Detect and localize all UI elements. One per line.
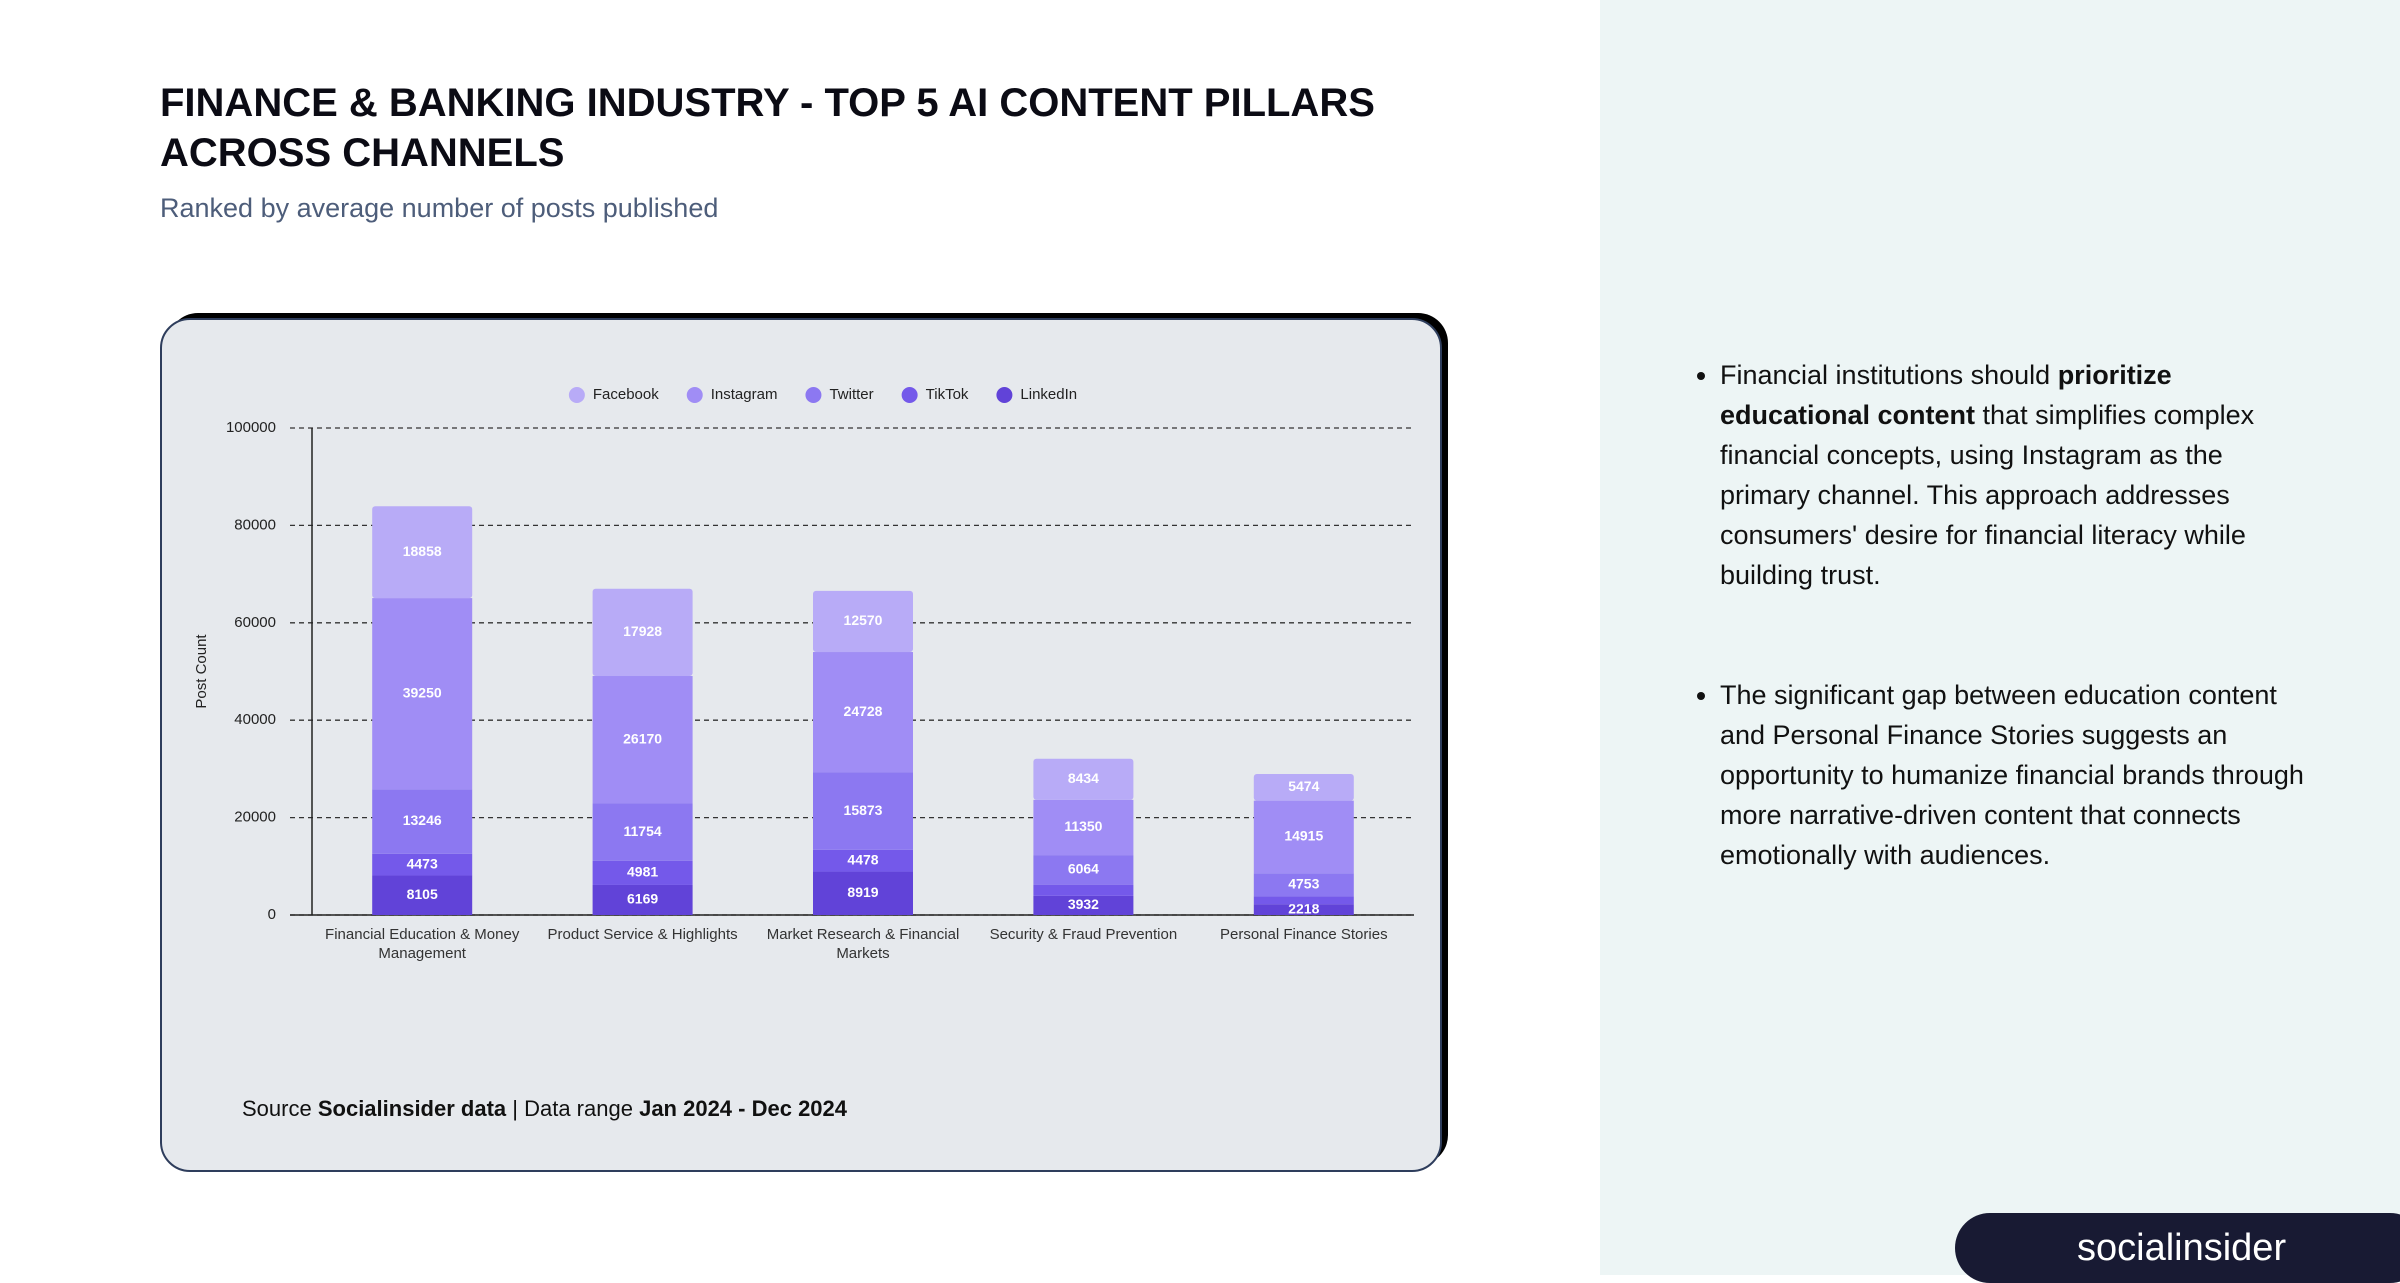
bar-segment [1033,855,1134,885]
bar-value-label: 4753 [1288,876,1319,892]
bar-value-label: 26170 [623,730,662,746]
bar-value-label: 17928 [623,623,662,639]
x-tick-label-box: Personal Finance Stories [1219,926,1388,943]
chart: 0 20000 40000 60000 80000 100000 Post Count Fac… [193,386,1414,962]
y-axis-label: Post Count [193,634,210,709]
insight-before: Financial institutions should [1720,360,2058,390]
bar-segment [1253,773,1354,801]
bar-value-label: 14915 [1284,828,1323,844]
bar-value-label: 8105 [407,886,438,902]
y-tick-label: 60000 [234,614,276,631]
bar-value-label: 3932 [1068,896,1099,912]
legend-label: Twitter [829,386,873,403]
bar-value-label: 2218 [1288,900,1319,916]
source-prefix: Source [242,1096,312,1121]
x-tick-label-box: Product Service & Highlights [547,926,738,943]
bar-segment [592,884,693,915]
bar-segment [372,875,473,915]
x-tick-label-box: Market Research & Financial Markets [766,926,960,962]
bar-segment [592,676,693,804]
y-tick-label: 0 [268,906,276,923]
bar-segment [1033,895,1134,915]
source-separator: | Data range [512,1096,633,1121]
legend-label: LinkedIn [1020,386,1077,403]
insight-before: The significant gap between education co… [1720,680,2304,870]
bar-value-label: 12570 [844,612,883,628]
bar-segment [1033,884,1134,896]
bar-segment [813,871,913,915]
insight-bold: prioritize educational content [1720,360,2172,430]
bar-segment [1253,800,1354,874]
legend-swatch [901,387,918,403]
bar-value-label: 4478 [847,851,878,867]
insight: Financial institutions should prioritize… [1720,355,2320,595]
bar-segment [372,598,473,790]
x-tick-label: Market Research & Financial Markets [766,926,960,962]
x-tick-label-box: Security & Fraud Prevention [989,926,1178,943]
bar-segment [1033,758,1134,800]
bar-value-label: 6064 [1068,861,1099,877]
y-tick-label: 20000 [234,809,276,826]
bar-segment [813,590,913,653]
bar-segment [592,860,693,885]
legend-swatch [568,387,585,403]
main-panel: FINANCE & BANKING INDUSTRY - TOP 5 AI CO… [160,81,1448,1172]
insight-after: that simplifies complex financial concep… [1720,400,2255,590]
chart-card: 0 20000 40000 60000 80000 100000 Post Count Fac… [160,318,1442,1172]
legend-swatch [996,387,1013,403]
insight: The significant gap between education co… [1720,675,2320,875]
legend-swatch [686,387,703,403]
bar-segment [1033,799,1134,856]
x-tick-label-box: Financial Education & Money Management [325,926,520,962]
legend-label: Facebook [593,386,659,403]
source: Source Socialinsider data | Data range J… [242,1096,847,1122]
legend-label: Instagram [711,386,778,403]
bar-value-label: 13246 [403,812,442,828]
bar-segment [813,849,913,872]
bar-value-label: 6169 [627,891,658,907]
insights-panel [1600,0,2400,1275]
bar-value-label: 4981 [627,864,658,880]
bar-segment [372,853,473,876]
x-tick-label: Product Service & Highlights [547,926,738,943]
bar-segment [372,506,473,599]
bar-value-label: 8919 [847,884,878,900]
bar-value-label: 11350 [1064,818,1102,834]
title: FINANCE & BANKING INDUSTRY - TOP 5 AI CO… [160,81,1375,175]
bar-value-label: 39250 [403,684,442,700]
bar-value-label: 15873 [844,802,883,818]
bar-value-label: 8434 [1068,770,1099,786]
logo-text: socialinsider [2077,1227,2287,1269]
source-name: Socialinsider data [317,1096,507,1121]
bar-value-label: 11754 [624,823,662,839]
bar-value-label: 18858 [403,543,442,559]
source-range: Jan 2024 - Dec 2024 [639,1096,848,1121]
y-tick-label: 40000 [234,711,276,728]
x-tick-label: Financial Education & Money Management [325,926,520,962]
bar-segment [592,588,693,677]
bar-segment [372,789,473,854]
bar-segment [1253,896,1354,905]
logo: socialinsider [1955,1213,2400,1283]
legend-swatch [805,387,822,403]
x-tick-label: Security & Fraud Prevention [989,926,1178,943]
x-tick-label: Personal Finance Stories [1219,926,1388,943]
y-tick-label: 80000 [234,516,276,533]
bar-segment [592,803,693,861]
bar-value-label: 5474 [1288,778,1319,794]
bar-segment [813,772,913,850]
y-tick-label: 100000 [226,419,276,436]
subtitle: Ranked by average number of posts publis… [160,193,719,223]
bar-segment [1253,873,1354,897]
bar-segment [1253,904,1354,915]
insights: Financial institutions should prioritize… [1700,355,2320,955]
bar-value-label: 24728 [844,703,883,719]
legend: Facebook Instagram Twitter TikTok LinkedIn [568,386,1077,403]
bar-value-label: 4473 [407,855,438,871]
legend-label: TikTok [926,386,969,403]
bar-segment [813,652,913,773]
